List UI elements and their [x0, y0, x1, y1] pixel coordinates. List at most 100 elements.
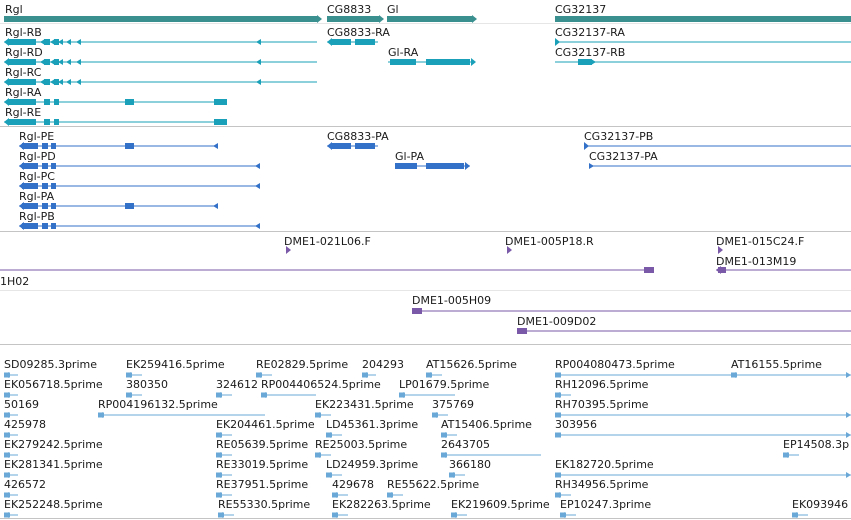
est-feature[interactable]	[731, 372, 736, 378]
protein-rgl-pe[interactable]	[213, 143, 218, 149]
est-feature[interactable]	[555, 372, 561, 378]
est-label[interactable]: EK204461.5prime	[216, 418, 315, 431]
est-feature[interactable]	[315, 452, 320, 458]
est-label[interactable]: EP10247.3prime	[560, 498, 652, 511]
est-feature[interactable]	[555, 492, 560, 498]
est-feature[interactable]	[4, 452, 9, 458]
gene-label-cg32137[interactable]: CG32137	[555, 3, 607, 16]
transcript-rgl-rc[interactable]	[66, 79, 71, 85]
protein-gi-pa[interactable]	[465, 162, 470, 170]
est-label[interactable]: 429678	[332, 478, 374, 491]
transcript-rgl-rc[interactable]	[8, 79, 36, 85]
transcript-label-rgl-ra[interactable]: Rgl-RA	[5, 86, 42, 99]
protein-rgl-pe[interactable]	[42, 143, 48, 149]
est-label[interactable]: EK281341.5prime	[4, 458, 103, 471]
protein-cg32137-pa[interactable]	[589, 163, 594, 169]
gene-feature-gi[interactable]	[472, 15, 477, 23]
transcript-rgl-rc[interactable]	[76, 79, 81, 85]
est-feature[interactable]	[315, 412, 320, 418]
protein-cg8833-pa[interactable]	[355, 143, 375, 149]
protein-label-cg8833-pa[interactable]: CG8833-PA	[327, 130, 389, 143]
est-feature[interactable]	[555, 472, 561, 478]
est-label[interactable]: RH70395.5prime	[555, 398, 649, 411]
est-feature[interactable]	[4, 372, 9, 378]
est-label[interactable]: RE05639.5prime	[216, 438, 309, 451]
gene-feature-cg8833[interactable]	[379, 15, 384, 23]
clone-1h02[interactable]	[644, 267, 654, 273]
protein-label-cg32137-pa[interactable]: CG32137-PA	[589, 150, 658, 163]
clone-label-dme1-021l06[interactable]: DME1-021L06.F	[284, 235, 371, 248]
transcript-gi-ra[interactable]	[390, 59, 416, 65]
transcript-cg8833-ra[interactable]	[327, 38, 332, 46]
est-label[interactable]: 204293	[362, 358, 404, 371]
transcript-rgl-ra[interactable]	[125, 99, 134, 105]
protein-rgl-pa[interactable]	[22, 203, 38, 209]
est-feature[interactable]	[4, 472, 9, 478]
transcript-rgl-ra[interactable]	[214, 99, 227, 105]
transcript-rgl-re[interactable]	[4, 118, 9, 126]
transcript-rgl-rd[interactable]	[4, 58, 9, 66]
est-label[interactable]: AT15406.5prime	[441, 418, 532, 431]
transcript-rgl-rd[interactable]	[256, 59, 261, 65]
protein-rgl-pa[interactable]	[42, 203, 48, 209]
est-feature[interactable]	[449, 472, 454, 478]
protein-cg8833-pa[interactable]	[327, 142, 332, 150]
est-label[interactable]: RH12096.5prime	[555, 378, 649, 391]
est-feature[interactable]	[555, 432, 561, 438]
transcript-gi-ra[interactable]	[471, 58, 476, 66]
est-label[interactable]: LP01679.5prime	[399, 378, 490, 391]
est-feature[interactable]	[256, 372, 261, 378]
est-feature[interactable]	[846, 472, 851, 478]
est-label[interactable]: AT16155.5prime	[731, 358, 822, 371]
transcript-rgl-re[interactable]	[8, 119, 36, 125]
gene-feature-gi[interactable]	[387, 16, 472, 22]
est-feature[interactable]	[441, 432, 446, 438]
protein-rgl-pe[interactable]	[125, 143, 134, 149]
protein-rgl-pb[interactable]	[51, 223, 56, 229]
est-feature[interactable]	[399, 392, 404, 398]
gene-feature-cg32137[interactable]	[555, 16, 851, 22]
protein-label-rgl-pd[interactable]: Rgl-PD	[19, 150, 56, 163]
transcript-label-rgl-rc[interactable]: Rgl-RC	[5, 66, 42, 79]
est-feature[interactable]	[4, 492, 9, 498]
est-feature[interactable]	[126, 392, 131, 398]
est-label[interactable]: 324612	[216, 378, 258, 391]
gene-label-rgl[interactable]: Rgl	[5, 3, 23, 16]
est-label[interactable]: 426572	[4, 478, 46, 491]
protein-rgl-pa[interactable]	[213, 203, 218, 209]
est-feature[interactable]	[846, 432, 851, 438]
clone-label-dme1-009d02[interactable]: DME1-009D02	[517, 315, 597, 328]
protein-rgl-pb[interactable]	[42, 223, 48, 229]
est-label[interactable]: 50169	[4, 398, 39, 411]
est-label[interactable]: RP004196132.5prime	[98, 398, 218, 411]
transcript-label-cg8833-ra[interactable]: CG8833-RA	[327, 26, 390, 39]
transcript-rgl-rd[interactable]	[76, 59, 81, 65]
transcript-rgl-rd[interactable]	[50, 59, 55, 65]
est-feature[interactable]	[216, 492, 221, 498]
est-label[interactable]: LD45361.3prime	[326, 418, 419, 431]
protein-label-gi-pa[interactable]: Gl-PA	[395, 150, 425, 163]
est-label[interactable]: RP004406524.5prime	[261, 378, 381, 391]
transcript-rgl-re[interactable]	[44, 119, 50, 125]
transcript-label-cg32137-rb[interactable]: CG32137-RB	[555, 46, 626, 59]
est-label[interactable]: EK219609.5prime	[451, 498, 550, 511]
protein-rgl-pc[interactable]	[255, 183, 260, 189]
clone-label-dme1-005h09[interactable]: DME1-005H09	[412, 294, 492, 307]
protein-rgl-pc[interactable]	[22, 183, 38, 189]
clone-dme1-005h09[interactable]	[412, 308, 422, 314]
transcript-rgl-rc[interactable]	[4, 78, 9, 86]
transcript-label-rgl-re[interactable]: Rgl-RE	[5, 106, 42, 119]
protein-gi-pa[interactable]	[426, 163, 464, 169]
est-feature[interactable]	[555, 392, 560, 398]
protein-rgl-pa[interactable]	[51, 203, 56, 209]
est-feature[interactable]	[426, 372, 431, 378]
transcript-cg8833-ra[interactable]	[331, 39, 351, 45]
est-label[interactable]: RE25003.5prime	[315, 438, 408, 451]
transcript-rgl-rd[interactable]	[58, 59, 63, 65]
clone-label-dme1-015c24[interactable]: DME1-015C24.F	[716, 235, 805, 248]
est-feature[interactable]	[4, 512, 9, 518]
est-label[interactable]: EK279242.5prime	[4, 438, 103, 451]
transcript-rgl-re[interactable]	[214, 119, 227, 125]
transcript-rgl-rb[interactable]	[40, 39, 45, 45]
transcript-rgl-re[interactable]	[54, 119, 59, 125]
